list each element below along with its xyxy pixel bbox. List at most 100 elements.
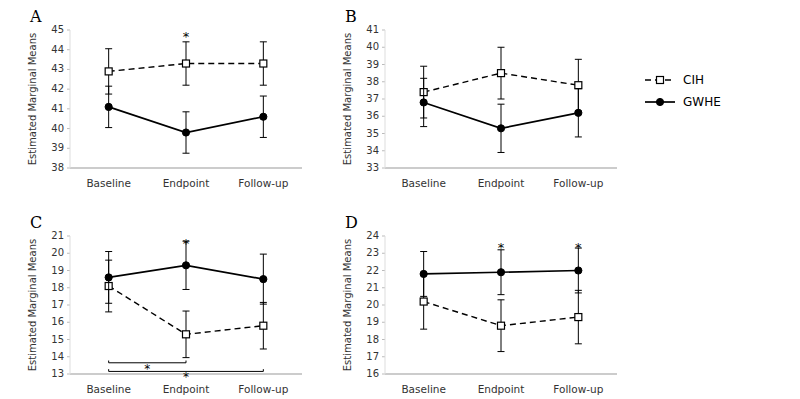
marker <box>183 331 190 338</box>
y-tick-label: 23 <box>366 247 379 258</box>
x-tick-label: Follow-up <box>553 177 603 189</box>
error-cap <box>575 343 582 344</box>
y-tick-label: 42 <box>51 83 64 94</box>
error-bar <box>420 78 427 126</box>
y-tick-label: 37 <box>366 93 379 104</box>
y-tick-label: 20 <box>51 247 64 258</box>
error-cap <box>498 104 505 105</box>
error-cap <box>498 99 505 100</box>
error-bar <box>105 86 112 127</box>
y-tick-label: 16 <box>51 316 64 327</box>
x-tick-label: Baseline <box>401 177 446 189</box>
y-axis-label: Estimated Marginal Means <box>342 239 353 371</box>
plot-area: CIHGWHE <box>105 42 267 153</box>
series: GWHE <box>420 78 582 152</box>
error-bar <box>260 42 267 85</box>
error-cap <box>575 59 582 60</box>
panel-label: C <box>30 213 42 232</box>
error-cap <box>105 86 112 87</box>
panel-label: B <box>345 7 357 26</box>
marker <box>575 314 582 321</box>
error-cap <box>575 88 582 89</box>
x-tick-label: Follow-up <box>238 383 288 395</box>
error-bar <box>183 311 190 358</box>
panel: B333435363738394041Estimated Marginal Me… <box>342 7 617 189</box>
error-bar <box>183 42 190 85</box>
y-axis-label: Estimated Marginal Means <box>27 33 38 165</box>
marker <box>498 322 505 329</box>
y-tick-label: 36 <box>366 110 379 121</box>
error-cap <box>420 329 427 330</box>
marker <box>105 103 112 110</box>
error-cap <box>183 153 190 154</box>
error-bar <box>498 300 505 352</box>
error-cap <box>498 47 505 48</box>
error-bar <box>105 252 112 304</box>
error-bar <box>575 290 582 343</box>
error-cap <box>575 292 582 293</box>
error-cap <box>105 251 112 252</box>
panel: A3839404142434445Estimated Marginal Mean… <box>27 7 302 189</box>
y-tick-label: 21 <box>366 282 379 293</box>
x-tick-label: Endpoint <box>478 177 525 189</box>
y-tick-label: 38 <box>51 162 64 173</box>
x-axis-line <box>385 374 617 375</box>
series: CIH <box>105 42 267 94</box>
y-axis-label: Estimated Marginal Means <box>27 239 38 371</box>
y-tick-label: 18 <box>51 282 64 293</box>
series: GWHE <box>420 248 582 296</box>
bracket-label: * <box>144 362 150 376</box>
y-tick-label: 22 <box>366 265 379 276</box>
x-tick-label: Endpoint <box>478 383 525 395</box>
error-cap <box>105 311 112 312</box>
error-cap <box>498 299 505 300</box>
marker <box>420 99 427 106</box>
y-tick-label: 13 <box>51 368 64 379</box>
error-cap <box>260 41 267 42</box>
error-cap <box>575 136 582 137</box>
legend-label: GWHE <box>683 95 721 109</box>
marker <box>575 109 582 116</box>
y-tick-label: 24 <box>366 230 379 241</box>
error-cap <box>260 348 267 349</box>
marker <box>497 125 504 132</box>
plot-area: CIHGWHE <box>105 241 267 357</box>
y-tick-label: 40 <box>51 123 64 134</box>
error-cap <box>420 126 427 127</box>
annotation: * <box>183 236 190 251</box>
error-bar <box>260 96 267 137</box>
y-tick-label: 40 <box>366 41 379 52</box>
y-tick-label: 17 <box>51 299 64 310</box>
y-tick-label: 14 <box>51 351 64 362</box>
x-axis-line <box>385 168 617 169</box>
x-tick-label: Baseline <box>86 177 131 189</box>
x-tick-label: Follow-up <box>238 177 288 189</box>
x-tick-label: Baseline <box>86 383 131 395</box>
annotation: * <box>498 240 505 255</box>
error-cap <box>498 294 505 295</box>
chart-root: A3839404142434445Estimated Marginal Mean… <box>0 0 800 399</box>
y-tick-label: 16 <box>366 368 379 379</box>
error-cap <box>105 48 112 49</box>
error-bar <box>183 112 190 153</box>
error-cap <box>183 311 190 312</box>
error-bar <box>575 248 582 293</box>
series: GWHE <box>105 86 267 153</box>
x-tick-label: Endpoint <box>163 383 210 395</box>
legend-marker <box>657 77 664 84</box>
marker <box>260 113 267 120</box>
error-bar <box>575 89 582 137</box>
error-cap <box>420 66 427 67</box>
x-tick-label: Baseline <box>401 383 446 395</box>
y-tick-label: 41 <box>366 24 379 35</box>
y-tick-label: 20 <box>366 299 379 310</box>
error-cap <box>498 351 505 352</box>
annotation: * <box>183 29 190 44</box>
x-tick-label: Follow-up <box>553 383 603 395</box>
y-tick-label: 33 <box>366 162 379 173</box>
y-axis-line <box>385 236 386 374</box>
x-tick-label: Endpoint <box>163 177 210 189</box>
error-bar <box>498 47 505 99</box>
panel-label: D <box>345 213 358 232</box>
y-tick-label: 34 <box>366 145 379 156</box>
